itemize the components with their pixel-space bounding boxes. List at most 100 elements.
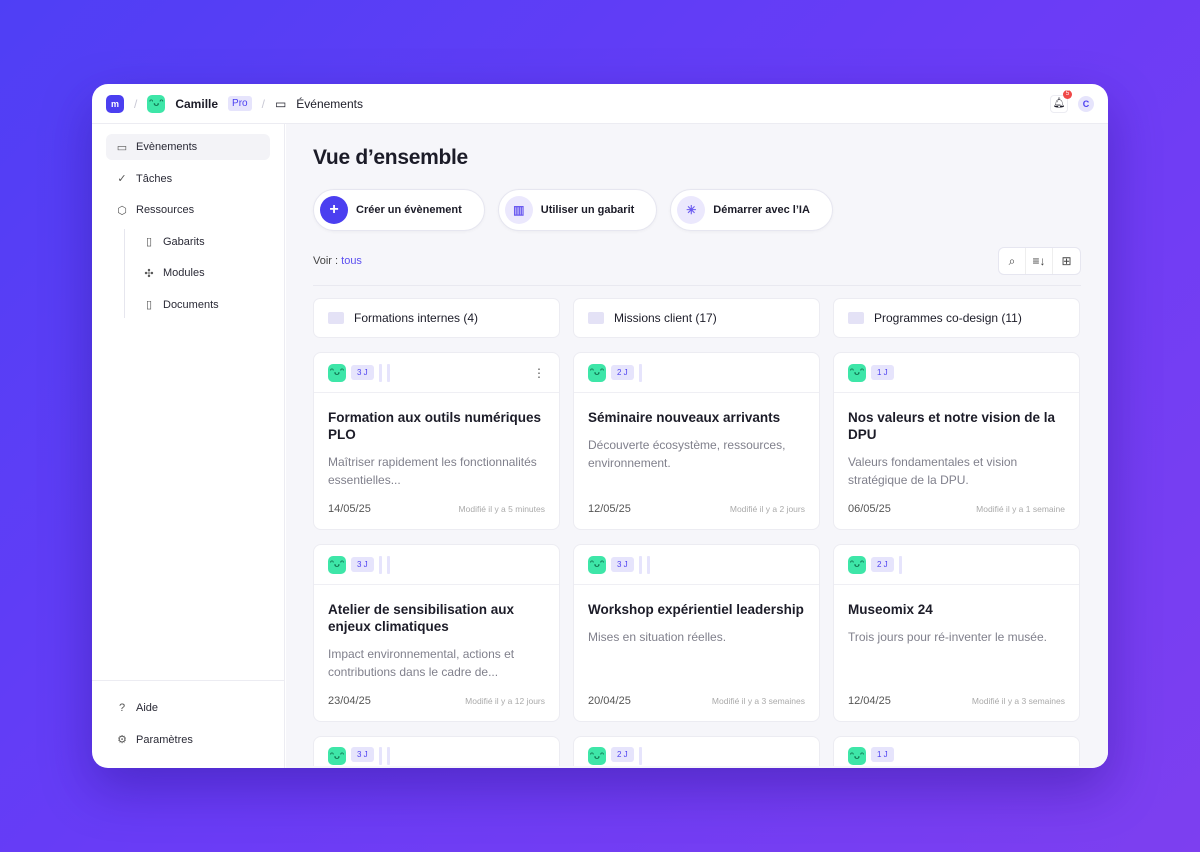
- folder-item[interactable]: Formations internes (4): [313, 298, 560, 338]
- event-card[interactable]: ᵔᴗᵔ 2 J Séminaire nouveaux arrivants Découv…: [573, 352, 820, 530]
- sidebar-item-label: Documents: [163, 298, 219, 311]
- card-date: 12/04/25: [848, 695, 891, 707]
- book-icon: ▥: [504, 196, 533, 224]
- duration-bar: [638, 363, 642, 382]
- duration-bar: [386, 363, 390, 382]
- event-card[interactable]: ᵔᴗᵔ 2 J Museomix 24 Trois jours pour ré-inv…: [833, 544, 1080, 722]
- card-title: Atelier de sensibilisation aux enjeux cl…: [328, 602, 515, 634]
- duration-badge: 2 J: [611, 747, 634, 762]
- emoji-icon: ᵔᴗᵔ: [588, 363, 606, 382]
- duration-bar: [386, 555, 390, 574]
- folder-icon: [588, 312, 604, 324]
- top-bar: m / ᵔᴗᵔ Camille Pro / ▭ Événements 🔔︎ 5 C: [92, 84, 1108, 124]
- duration-badge: 2 J: [871, 557, 894, 572]
- folder-icon: [848, 312, 864, 324]
- duration-bar: [378, 555, 382, 574]
- event-card[interactable]: ᵔᴗᵔ 3 J Atelier de sensibilisation aux enj…: [313, 544, 560, 722]
- action-button-0[interactable]: + Créer un évènement: [313, 189, 485, 231]
- emoji-icon: ᵔᴗᵔ: [328, 555, 346, 574]
- action-button-1[interactable]: ▥ Utiliser un gabarit: [497, 189, 658, 231]
- duration-bar: [386, 747, 390, 765]
- main-content: Vue d’ensemble + Créer un évènement ▥ Utili…: [286, 124, 1108, 768]
- duration-badge: 2 J: [611, 365, 634, 380]
- action-button-2[interactable]: ✳ Démarrer avec l’IA: [670, 189, 833, 231]
- event-card[interactable]: ᵔᴗᵔ 2 J: [573, 736, 820, 766]
- view-filter-value[interactable]: tous: [341, 255, 362, 267]
- help-icon: ?: [118, 702, 126, 714]
- toolbar: ⌕ ≡↓ ⊞: [998, 247, 1081, 275]
- folder-item[interactable]: Missions client (17): [573, 298, 820, 338]
- sidebar-item-0[interactable]: ▭ Evènements: [106, 134, 270, 160]
- card-modified: Modifié il y a 5 minutes: [458, 504, 545, 514]
- emoji-icon: ᵔᴗᵔ: [848, 747, 866, 765]
- sidebar: ▭ Evènements ✓ Tâches ⬡ Ressources ▯ Gabarits ✣…: [92, 124, 285, 768]
- sidebar-item-2[interactable]: ⬡ Ressources: [106, 197, 270, 223]
- folder-label: Missions client (17): [614, 311, 717, 325]
- breadcrumb-current[interactable]: Événements: [296, 96, 363, 111]
- notification-count: 5: [1063, 89, 1072, 99]
- card-date: 20/04/25: [588, 695, 631, 707]
- search-button[interactable]: ⌕: [999, 248, 1026, 274]
- more-options-icon[interactable]: ⋮: [533, 365, 545, 380]
- sidebar-item-0[interactable]: ▯ Gabarits: [133, 229, 270, 255]
- duration-badge: 1 J: [871, 747, 894, 762]
- avatar[interactable]: C: [1078, 95, 1094, 112]
- sparkle-icon: ✳: [677, 196, 706, 224]
- app-logo[interactable]: m: [106, 94, 124, 113]
- sidebar-item-1[interactable]: ✓ Tâches: [106, 166, 270, 192]
- folder-icon: [328, 312, 344, 324]
- duration-badge: 3 J: [351, 365, 374, 380]
- event-card[interactable]: ᵔᴗᵔ 3 J: [313, 736, 560, 766]
- duration-badge: 3 J: [351, 557, 374, 572]
- card-title: Workshop expérientiel leadership: [588, 602, 804, 617]
- action-label: Utiliser un gabarit: [540, 204, 635, 216]
- card-title: Nos valeurs et notre vision de la DPU: [848, 410, 1056, 442]
- card-title: Formation aux outils numériques PLO: [328, 410, 542, 442]
- user-emoji-icon: ᵔᴗᵔ: [147, 94, 166, 113]
- card-title: Séminaire nouveaux arrivants: [588, 410, 781, 425]
- duration-badge: 3 J: [351, 747, 374, 762]
- folder-item[interactable]: Programmes co-design (11): [833, 298, 1080, 338]
- sidebar-item-label: Ressources: [136, 204, 195, 216]
- card-description: Maîtriser rapidement les fonctionnalités…: [328, 455, 537, 487]
- duration-badge: 1 J: [871, 365, 894, 380]
- emoji-icon: ᵔᴗᵔ: [328, 363, 346, 382]
- card-date: 23/04/25: [328, 695, 371, 707]
- duration-bar: [898, 555, 902, 574]
- card-modified: Modifié il y a 1 semaine: [976, 504, 1065, 514]
- sidebar-item-2[interactable]: ▯ Documents: [133, 292, 270, 318]
- duration-badge: 3 J: [611, 557, 634, 572]
- duration-bar: [378, 747, 382, 765]
- card-description: Impact environnemental, actions et contr…: [328, 647, 515, 679]
- event-card[interactable]: ᵔᴗᵔ 1 J: [833, 736, 1080, 766]
- card-date: 12/05/25: [588, 503, 631, 515]
- action-label: Créer un évènement: [356, 204, 462, 216]
- sidebar-item-1[interactable]: ⚙ Paramètres: [106, 727, 270, 753]
- emoji-icon: ᵔᴗᵔ: [848, 555, 866, 574]
- sidebar-item-label: Paramètres: [136, 733, 193, 746]
- sidebar-item-1[interactable]: ✣ Modules: [133, 260, 270, 286]
- view-label: Voir :: [313, 255, 339, 267]
- check-circle-icon: ✓: [117, 173, 127, 185]
- calendar-icon: ▭: [274, 96, 287, 111]
- separator: /: [261, 96, 265, 111]
- event-card[interactable]: ᵔᴗᵔ 3 J Workshop expérientiel leadership Mi…: [573, 544, 820, 722]
- duration-bar: [646, 555, 650, 574]
- calendar-icon: ▭: [116, 141, 128, 154]
- card-description: Découverte écosystème, ressources, envir…: [588, 438, 786, 470]
- workspace-name[interactable]: Camille: [175, 96, 219, 111]
- duration-bar: [378, 363, 382, 382]
- emoji-icon: ᵔᴗᵔ: [848, 363, 866, 382]
- plan-badge: Pro: [228, 96, 252, 111]
- sidebar-item-label: Evènements: [136, 141, 198, 153]
- clipboard-icon: ▯: [145, 236, 153, 248]
- notifications-button[interactable]: 🔔︎ 5: [1050, 89, 1072, 113]
- card-modified: Modifié il y a 3 semaines: [711, 696, 805, 706]
- event-card[interactable]: ᵔᴗᵔ 3 J ⋮ Formation aux outils numériques P…: [313, 352, 560, 530]
- sidebar-item-0[interactable]: ? Aide: [106, 695, 270, 721]
- event-card[interactable]: ᵔᴗᵔ 1 J Nos valeurs et notre vision de la …: [833, 352, 1080, 530]
- grid-view-button[interactable]: ⊞: [1061, 254, 1072, 268]
- page-title: Vue d’ensemble: [313, 146, 468, 169]
- sort-button[interactable]: ≡↓: [1026, 248, 1053, 274]
- sidebar-item-label: Gabarits: [163, 235, 205, 248]
